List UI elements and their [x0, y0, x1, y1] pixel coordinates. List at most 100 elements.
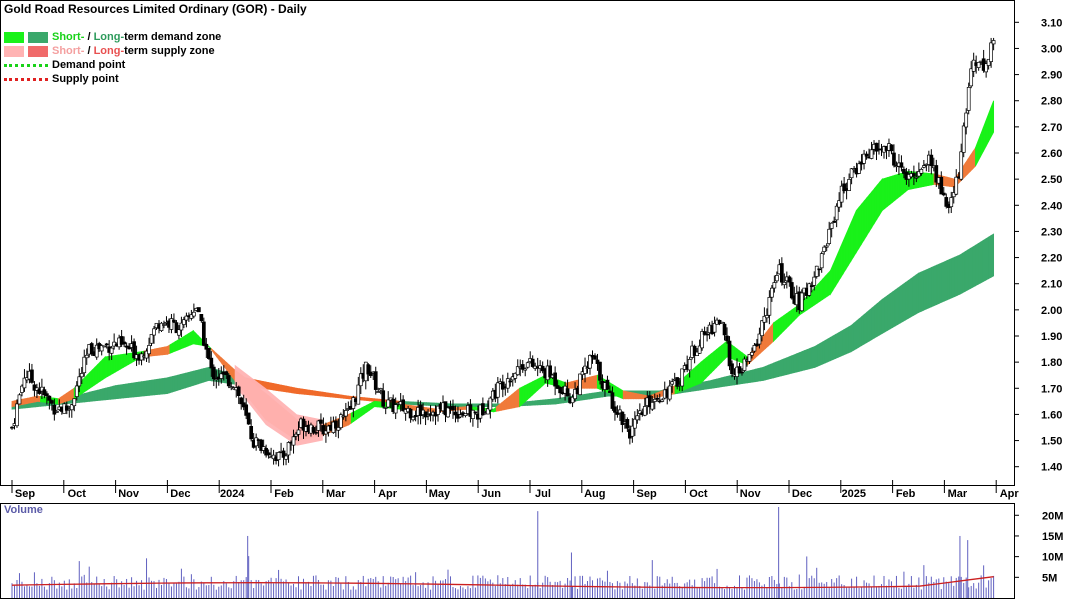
- candle-body: [525, 362, 530, 368]
- candle-body: [423, 411, 428, 418]
- candle-body: [874, 142, 879, 152]
- candle-body: [45, 393, 49, 397]
- candle-body: [144, 350, 149, 359]
- candle-body: [79, 373, 84, 378]
- candle-body: [47, 395, 52, 401]
- candle-body: [500, 381, 505, 390]
- candle-body: [548, 365, 552, 378]
- volume-tick-label: 5M: [1042, 572, 1057, 584]
- candle-body: [722, 323, 727, 336]
- supply-point-line: [4, 77, 48, 81]
- candle-body: [319, 419, 323, 424]
- candle-body: [311, 427, 316, 433]
- candle-body: [296, 429, 301, 435]
- candle-body: [249, 426, 254, 440]
- candle-body: [605, 379, 610, 390]
- candle-body: [206, 347, 211, 359]
- price-tick-label: 2.10: [1041, 279, 1062, 291]
- price-panel-border: [0, 0, 1015, 486]
- candle-body: [553, 372, 557, 387]
- candle-body: [702, 331, 707, 335]
- candle-body: [613, 406, 617, 413]
- candle-body: [376, 391, 381, 393]
- date-tick-label: Oct: [68, 488, 87, 500]
- candle-body: [642, 406, 647, 416]
- candle-body: [799, 292, 804, 312]
- legend-separator: /: [84, 45, 94, 57]
- candle-body: [827, 228, 832, 244]
- candle-body: [807, 283, 812, 296]
- candle-body: [152, 328, 156, 336]
- chart-frame: [0, 0, 1015, 599]
- long-term-zone-segment: [990, 233, 995, 278]
- candles-layer: [10, 37, 996, 467]
- candle-body: [316, 420, 321, 431]
- candle-body: [513, 372, 518, 379]
- candle-body: [523, 368, 528, 371]
- candle-body: [782, 281, 787, 286]
- short-demand-swatch: [4, 31, 24, 43]
- candle-body: [481, 403, 485, 416]
- candle-body: [902, 168, 906, 174]
- candle-body: [941, 192, 946, 196]
- price-tick-label: 1.40: [1041, 462, 1062, 474]
- candle-body: [159, 322, 164, 331]
- candle-body: [695, 351, 699, 356]
- long-demand-swatch: [28, 31, 48, 43]
- candle-body: [264, 447, 268, 456]
- date-tick-label: Apr: [378, 488, 398, 500]
- candle-body: [458, 414, 463, 418]
- candle-body: [515, 366, 520, 376]
- candle-body: [809, 285, 814, 288]
- price-tick-label: 3.00: [1041, 43, 1062, 55]
- candle-body: [486, 408, 490, 415]
- candle-body: [339, 414, 343, 429]
- date-tick-label: May: [429, 488, 451, 500]
- candle-body: [393, 404, 398, 414]
- candle-body: [832, 220, 837, 223]
- candle-body: [610, 392, 615, 409]
- candle-body: [453, 411, 458, 416]
- candle-body: [42, 389, 47, 396]
- short-term-zone-segment: [990, 100, 995, 138]
- price-tick-label: 3.10: [1041, 17, 1062, 29]
- candle-body: [824, 245, 829, 248]
- candle-body: [177, 329, 181, 336]
- candle-body: [184, 315, 189, 321]
- candle-body: [680, 368, 685, 387]
- candle-body: [122, 341, 126, 345]
- price-tick-label: 1.60: [1041, 409, 1062, 421]
- candle-body: [772, 282, 777, 289]
- candle-body: [301, 418, 306, 431]
- candle-body: [52, 404, 57, 415]
- price-tick-label: 2.50: [1041, 174, 1062, 186]
- candle-body: [961, 125, 966, 153]
- price-tick-label: 2.60: [1041, 148, 1062, 160]
- candle-body: [914, 176, 919, 179]
- candle-body: [64, 405, 69, 411]
- candle-body: [951, 192, 956, 198]
- legend-supply-point: Supply point: [4, 72, 307, 86]
- candle-body: [812, 276, 817, 286]
- candle-body: [712, 323, 717, 333]
- candle-body: [789, 282, 794, 299]
- candle-body: [632, 418, 637, 429]
- candle-body: [386, 399, 391, 408]
- candle-body: [705, 333, 709, 336]
- candle-body: [615, 412, 620, 415]
- candle-body: [381, 390, 386, 407]
- candle-body: [687, 359, 692, 371]
- date-axis: Sep Oct Nov Dec 2024 Feb Mar Apr May Jun Jul Aug Sep…: [11, 480, 1019, 500]
- candle-body: [862, 153, 866, 164]
- legend-short-label: Short-: [52, 31, 85, 43]
- candle-body: [30, 369, 34, 383]
- candle-body: [109, 347, 114, 354]
- date-tick-label: Sep: [637, 488, 657, 500]
- candle-body: [189, 314, 194, 319]
- candle-body: [336, 427, 341, 431]
- price-tick-label: 2.70: [1041, 122, 1062, 134]
- candle-body: [341, 415, 346, 418]
- date-tick-label: Nov: [118, 488, 140, 500]
- candle-body: [917, 171, 921, 177]
